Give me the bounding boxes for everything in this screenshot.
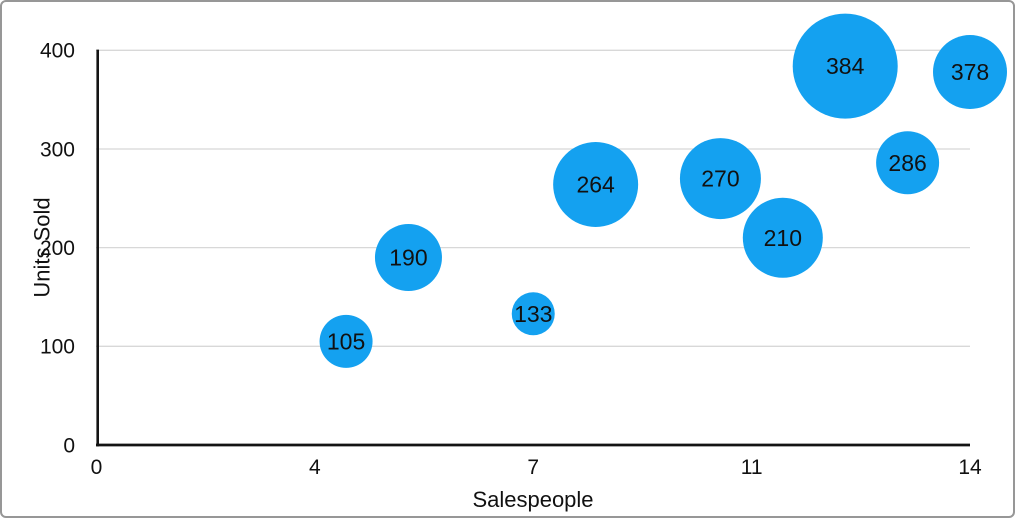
- bubble-label: 105: [327, 328, 365, 354]
- bubbles-layer: 105 190 133 264 270 210 384 286 378: [319, 13, 1007, 368]
- x-tick-label: 4: [309, 456, 321, 479]
- bubble-210[interactable]: [742, 197, 823, 278]
- bubble-378[interactable]: [933, 35, 1007, 110]
- bubble-label: 384: [826, 53, 865, 79]
- bubble-270[interactable]: [679, 138, 761, 220]
- bubble-label: 286: [888, 150, 926, 176]
- bubble-label: 264: [576, 172, 615, 198]
- tick-labels-layer: 0 100 200 300 400 0 4 7 11 14: [40, 40, 982, 479]
- bubble-264[interactable]: [553, 141, 639, 227]
- axes-layer: [96, 49, 970, 447]
- y-tick-label: 400: [40, 40, 75, 63]
- bubble-label: 190: [389, 245, 427, 271]
- bubble-label: 133: [514, 301, 552, 327]
- y-tick-label: 300: [40, 138, 75, 161]
- bubble-133[interactable]: [511, 292, 555, 336]
- x-axis-title: Salespeople: [472, 487, 593, 512]
- bubble-label: 270: [701, 166, 739, 192]
- y-tick-label: 100: [40, 336, 75, 359]
- y-tick-label: 200: [40, 237, 75, 260]
- y-axis-title: Units Sold: [30, 197, 55, 297]
- x-tick-label: 0: [91, 456, 103, 479]
- bubble-label: 378: [951, 59, 989, 85]
- bubble-105[interactable]: [319, 314, 373, 368]
- bubble-190[interactable]: [374, 224, 442, 292]
- bubble-label: 210: [764, 225, 802, 251]
- x-tick-label: 14: [958, 456, 982, 479]
- x-tick-label: 11: [741, 456, 763, 479]
- y-tick-label: 0: [63, 434, 75, 457]
- x-tick-label: 7: [527, 456, 539, 479]
- bubble-384[interactable]: [792, 13, 898, 119]
- bubble-286[interactable]: [876, 131, 940, 195]
